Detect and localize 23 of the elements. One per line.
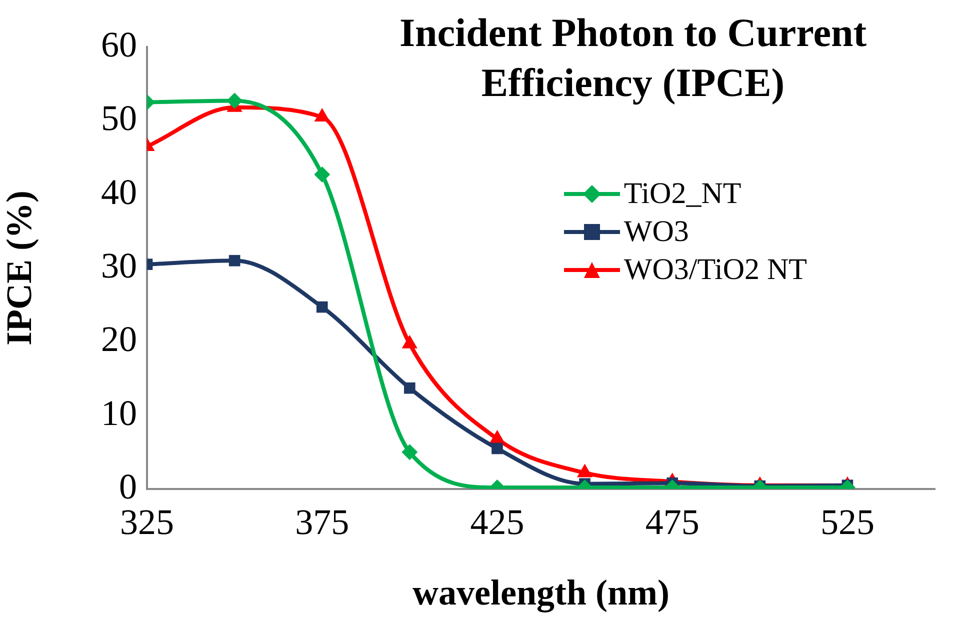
point [489, 430, 506, 444]
x-tick-label: 425 [470, 502, 524, 542]
y-axis-title: IPCE (%) [0, 190, 39, 346]
y-tick-label: 30 [101, 245, 137, 286]
point [316, 301, 328, 313]
legend-label: WO3 [624, 214, 689, 250]
point [228, 254, 240, 266]
x-tick-label: 475 [645, 502, 700, 542]
x-axis-title: wavelength (nm) [412, 572, 670, 613]
y-tick-label: 40 [101, 172, 137, 212]
point [576, 464, 593, 478]
y-tick-label: 60 [101, 24, 137, 64]
y-tick-label: 50 [101, 98, 137, 138]
x-tick-label: 375 [295, 502, 350, 542]
legend-label: TiO2_NT [624, 176, 742, 212]
chart-title: Incident Photon to Current Efficiency (IPCE) [398, 9, 868, 107]
point [314, 166, 330, 182]
point [226, 92, 243, 109]
point [402, 334, 418, 348]
legend-label: WO3/TiO2 NT [624, 252, 807, 288]
x-tick-label: 525 [820, 502, 874, 542]
y-tick-label: 20 [101, 319, 137, 360]
y-tick-label: 10 [101, 392, 137, 433]
